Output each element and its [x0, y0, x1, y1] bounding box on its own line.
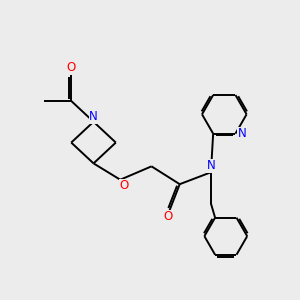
- Text: N: N: [238, 127, 246, 140]
- Text: O: O: [119, 179, 128, 192]
- Text: O: O: [67, 61, 76, 74]
- Text: O: O: [163, 210, 172, 224]
- Text: N: N: [89, 110, 98, 123]
- Text: N: N: [207, 159, 215, 172]
